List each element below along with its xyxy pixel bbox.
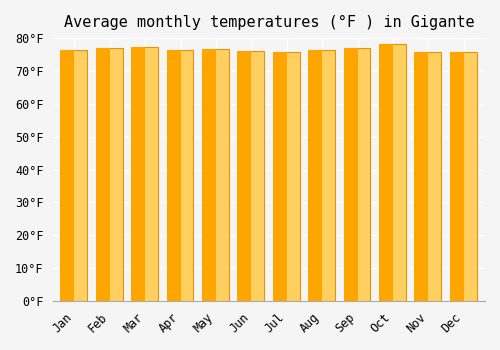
Bar [62,50,87,301]
Bar [414,52,428,301]
Bar [310,50,335,301]
Bar [379,44,393,301]
Bar [451,52,476,301]
Bar [202,49,216,301]
Bar [308,50,322,301]
Bar [204,49,229,301]
Bar [380,44,406,301]
Bar [450,52,464,301]
Bar [344,48,357,301]
Bar [238,51,252,301]
Bar [238,51,264,301]
Bar [166,50,180,301]
Bar [168,50,194,301]
Bar [132,47,158,301]
Bar [60,50,74,301]
Title: Average monthly temperatures (°F ) in Gigante: Average monthly temperatures (°F ) in Gi… [64,15,474,30]
Bar [97,48,122,301]
Bar [131,47,145,301]
Bar [96,48,110,301]
Bar [416,52,441,301]
Bar [273,52,287,301]
Bar [274,52,299,301]
Bar [345,48,370,301]
